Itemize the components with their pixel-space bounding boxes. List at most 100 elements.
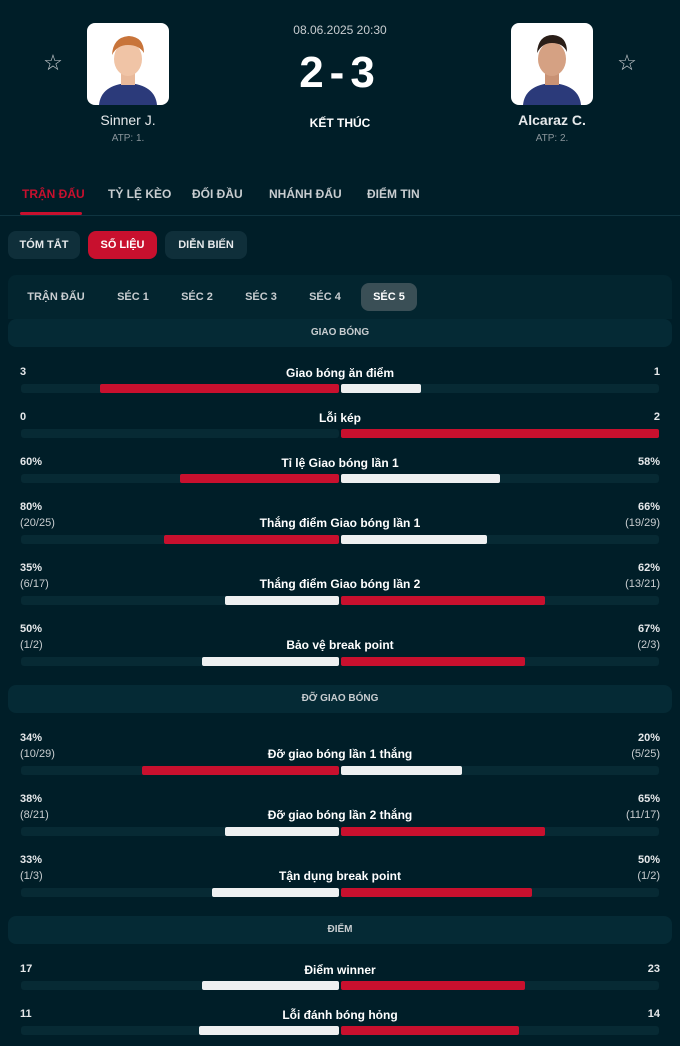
- stat-away-value: 67%: [637, 623, 660, 635]
- stat-home-value: 50%: [20, 623, 43, 635]
- tab-head-to-head[interactable]: ĐỐI ĐẦU: [192, 187, 243, 201]
- stat-row: 60% 58% Tỉ lệ Giao bóng lần 1: [0, 454, 680, 494]
- set-tab-match[interactable]: TRẬN ĐẤU: [27, 291, 85, 303]
- section-header: ĐỠ GIAO BÓNG: [8, 685, 672, 713]
- stat-label: Tận dụng break point: [279, 869, 401, 883]
- stat-home-value: 38%: [20, 793, 43, 805]
- stat-away-detail: (5/25): [631, 748, 660, 760]
- stat-row: 3 1 Giao bóng ăn điểm: [0, 364, 680, 404]
- stat-home-bar: [142, 766, 339, 775]
- stat-away-track: [341, 474, 659, 483]
- set-tab-5[interactable]: SÉC 5: [361, 283, 417, 311]
- away-player-rank: ATP: 2.: [535, 133, 569, 144]
- set-tab-1[interactable]: SÉC 1: [117, 291, 149, 303]
- stat-away-bar: [341, 596, 545, 605]
- favorite-home-star-icon[interactable]: ☆: [43, 50, 63, 75]
- stat-away-detail: (13/21): [625, 578, 660, 590]
- stat-away-bar: [341, 474, 500, 483]
- stat-label: Bảo vệ break point: [286, 638, 394, 652]
- favorite-away-star-icon[interactable]: ☆: [617, 50, 637, 75]
- stat-row: 33% 50% (1/3) (1/2) Tận dụng break point: [0, 852, 680, 897]
- active-tab-indicator: [20, 212, 82, 215]
- section-header: GIAO BÓNG: [8, 319, 672, 347]
- set-tab-4[interactable]: SÉC 4: [309, 291, 341, 303]
- stat-home-bar: [199, 1026, 339, 1035]
- stat-row: 35% 62% (6/17) (13/21) Thắng điểm Giao bóng …: [0, 560, 680, 605]
- stat-home-value: 11: [20, 1008, 32, 1020]
- match-status: KẾT THÚC: [309, 116, 371, 130]
- stat-away-bar: [341, 429, 659, 438]
- stat-home-bar: [164, 535, 339, 544]
- stat-away-value: 14: [647, 1008, 660, 1020]
- stat-home-value: 0: [20, 411, 27, 423]
- tab-odds[interactable]: TỶ LỆ KÈO: [108, 187, 172, 201]
- stat-label: Thắng điểm Giao bóng lần 1: [259, 516, 421, 530]
- home-player-name[interactable]: Sinner J.: [100, 112, 156, 128]
- stat-home-bar: [202, 981, 339, 990]
- stat-away-detail: (1/2): [637, 870, 660, 882]
- stat-away-detail: (19/29): [625, 517, 660, 529]
- stat-home-bar: [225, 827, 339, 836]
- stat-home-detail: (8/21): [20, 809, 49, 821]
- stat-away-bar: [341, 1026, 519, 1035]
- stat-home-value: 34%: [20, 732, 43, 744]
- stat-home-detail: (1/2): [20, 639, 43, 651]
- stat-home-track: [21, 1026, 339, 1035]
- match-nav-tabs: TRẬN ĐẤU TỶ LỆ KÈO ĐỐI ĐẦU NHÁNH ĐẤU ĐIỂ…: [0, 172, 680, 216]
- stat-home-value: 3: [20, 366, 27, 378]
- stat-away-track: [341, 535, 659, 544]
- stat-away-track: [341, 766, 659, 775]
- stat-row: 80% 66% (20/25) (19/29) Thắng điểm Giao bóng…: [0, 499, 680, 544]
- match-score: 2-3: [299, 48, 381, 97]
- stat-away-bar: [341, 766, 462, 775]
- stat-away-value: 50%: [637, 854, 660, 866]
- stat-home-track: [21, 888, 339, 897]
- stat-home-value: 17: [20, 963, 33, 975]
- stat-home-detail: (1/3): [20, 870, 43, 882]
- tab-draw[interactable]: NHÁNH ĐẤU: [269, 187, 342, 201]
- home-player-photo[interactable]: [87, 23, 169, 105]
- stat-away-value: 62%: [637, 562, 660, 574]
- stat-home-bar: [202, 657, 339, 666]
- stat-away-bar: [341, 827, 545, 836]
- stat-home-bar: [100, 384, 339, 393]
- stat-row: 11 14 Lỗi đánh bóng hỏng: [0, 1006, 680, 1046]
- stat-label: Lỗi đánh bóng hỏng: [282, 1008, 398, 1022]
- stat-label: Đỡ giao bóng lần 2 thắng: [267, 808, 413, 822]
- stat-home-value: 33%: [20, 854, 43, 866]
- stat-away-value: 58%: [637, 456, 660, 468]
- subtab-summary[interactable]: TÓM TẮT: [8, 231, 80, 259]
- stat-away-value: 20%: [637, 732, 660, 744]
- stat-away-value: 1: [653, 366, 660, 378]
- stat-home-track: [21, 827, 339, 836]
- set-tab-3[interactable]: SÉC 3: [245, 291, 277, 303]
- stat-away-bar: [341, 535, 487, 544]
- stat-away-bar: [341, 657, 525, 666]
- stat-away-track: [341, 384, 659, 393]
- stat-label: Điểm winner: [304, 963, 376, 977]
- tab-news[interactable]: ĐIỂM TIN: [367, 187, 420, 201]
- stat-away-detail: (2/3): [637, 639, 660, 651]
- tab-match[interactable]: TRẬN ĐẤU: [22, 187, 85, 201]
- match-datetime: 08.06.2025 20:30: [293, 23, 387, 37]
- stat-home-bar: [212, 888, 339, 897]
- stat-home-value: 35%: [20, 562, 43, 574]
- section-header: ĐIỂM: [8, 916, 672, 944]
- stat-away-value: 2: [653, 411, 660, 423]
- stat-home-detail: (10/29): [20, 748, 55, 760]
- match-header: ☆ Sinner J. ATP: 1. 08.06.2025 20:30 2-3…: [0, 0, 680, 170]
- away-player-photo[interactable]: [511, 23, 593, 105]
- stat-away-value: 23: [647, 963, 660, 975]
- stat-row: 0 2 Lỗi kép: [0, 409, 680, 449]
- stat-home-value: 60%: [20, 456, 43, 468]
- stat-home-value: 80%: [20, 501, 43, 513]
- stat-home-detail: (6/17): [20, 578, 49, 590]
- subtab-commentary[interactable]: DIỄN BIẾN: [165, 231, 247, 259]
- subtab-statistics[interactable]: SỐ LIỆU: [88, 231, 157, 259]
- set-tab-2[interactable]: SÉC 2: [181, 291, 213, 303]
- stat-label: Đỡ giao bóng lần 1 thắng: [267, 747, 413, 761]
- stat-row: 34% 20% (10/29) (5/25) Đỡ giao bóng lần 1 th…: [0, 730, 680, 775]
- stat-away-detail: (11/17): [625, 809, 660, 821]
- set-tabs: TRẬN ĐẤU SÉC 1 SÉC 2 SÉC 3 SÉC 4 SÉC 5: [8, 275, 672, 319]
- away-player-name[interactable]: Alcaraz C.: [518, 112, 586, 128]
